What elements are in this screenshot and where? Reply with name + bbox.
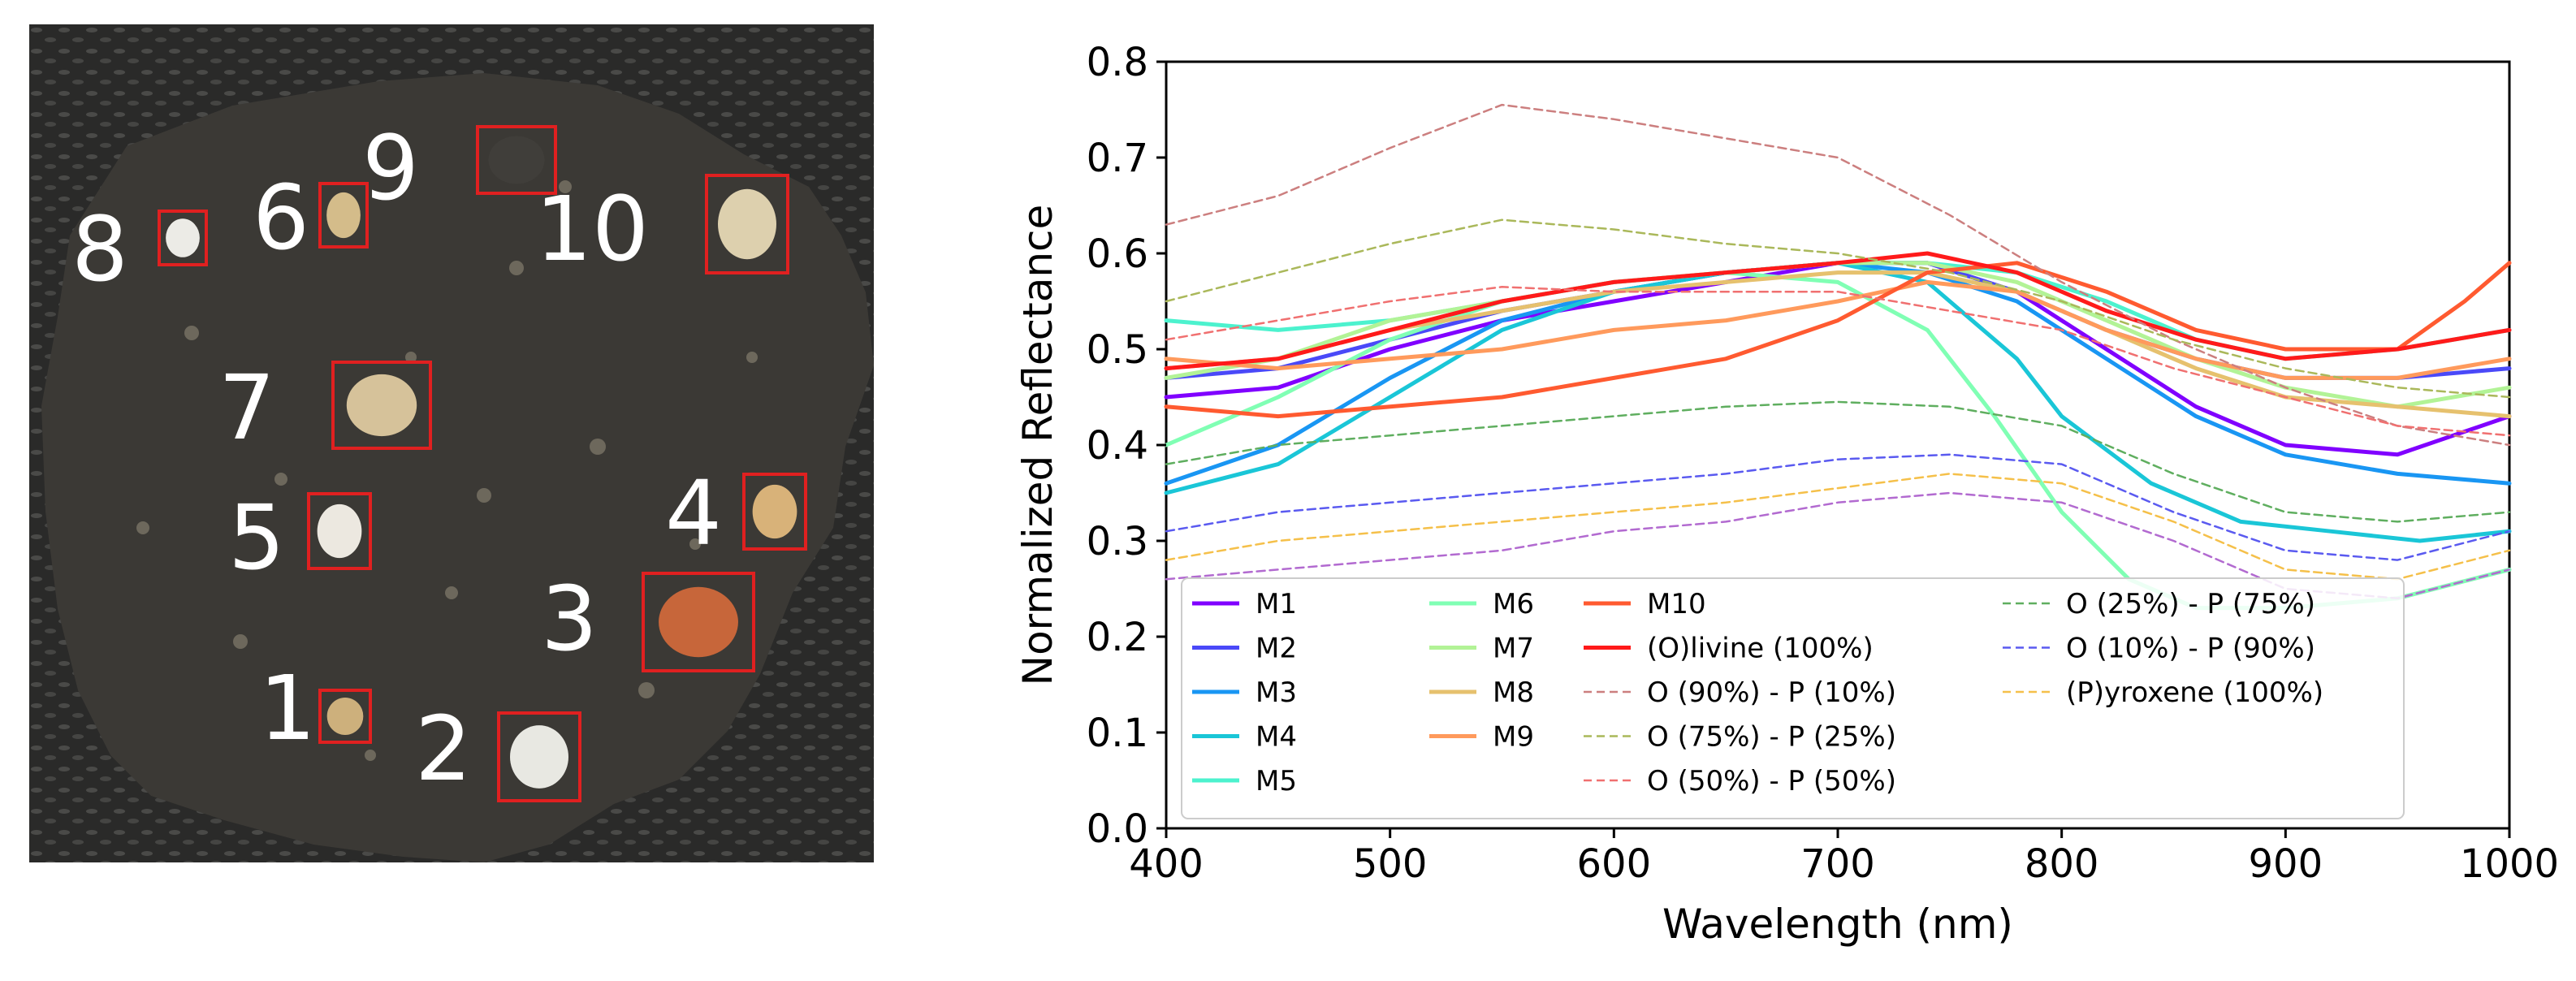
legend-label: M8 (1493, 676, 1534, 709)
legend-label: O (50%) - P (50%) (1647, 765, 1896, 797)
region-label: 7 (218, 356, 275, 460)
y-axis-label: Normalized Reflectance (1014, 205, 1061, 686)
series-line (1165, 473, 2511, 581)
legend-label: O (90%) - P (10%) (1647, 676, 1896, 709)
region-box (318, 182, 369, 248)
region-label: 4 (665, 461, 722, 565)
region-markers: 1 234 5 6 78 9 10 (71, 116, 807, 802)
region-label: 2 (415, 697, 472, 801)
mineral-grain (510, 725, 568, 789)
y-tick-label: 0.8 (1087, 40, 1148, 85)
x-tick-label: 700 (1800, 841, 1875, 887)
legend-label: (P)yroxene (100%) (2066, 676, 2323, 709)
legend-label: M10 (1647, 588, 1706, 620)
region-label: 10 (535, 177, 649, 281)
y-tick-label: 0.4 (1087, 423, 1148, 469)
sample-photo: 1 234 5 6 78 9 10 (29, 24, 874, 862)
legend-label: M1 (1256, 588, 1297, 620)
region-box (307, 492, 372, 570)
legend-label: M9 (1493, 721, 1534, 754)
y-tick-label: 0.6 (1087, 231, 1148, 277)
x-tick-label: 1000 (2460, 841, 2559, 887)
region-box (476, 125, 557, 195)
series-line (1165, 286, 2511, 437)
series-line (1165, 491, 2511, 600)
region-box (331, 361, 432, 450)
series-line (1164, 261, 2512, 409)
y-tick-label: 0.7 (1087, 136, 1148, 181)
y-axis: 0.0 0.1 0.2 0.3 0.4 0.5 0.6 0.7 0.8 (1087, 40, 1166, 852)
rock-speckles (136, 180, 758, 761)
mineral-grain (718, 188, 776, 260)
region-label: 1 (259, 656, 316, 760)
region-box (158, 210, 208, 266)
x-tick-label: 400 (1129, 841, 1204, 887)
legend-label: M4 (1256, 721, 1297, 754)
region-box (642, 572, 755, 672)
mineral-grain (166, 218, 200, 257)
mineral-grain (346, 374, 417, 437)
legend-label: M5 (1256, 765, 1297, 797)
region-label: 3 (541, 567, 598, 671)
legend-label: M7 (1493, 633, 1534, 665)
y-tick-label: 0.3 (1087, 519, 1148, 564)
series-line (1165, 400, 2511, 523)
x-axis: 400 500 600 700 800 900 1000 (1129, 828, 2559, 887)
region-label: 6 (253, 166, 309, 270)
mineral-grain (317, 503, 362, 559)
legend-label: (O)livine (100%) (1647, 633, 1874, 665)
series-line (1165, 218, 2511, 399)
series-line (1164, 261, 2512, 419)
rock-sample (41, 73, 874, 862)
legend: M1 M2 M3 M4 M5 M6 M7 M8 M9 M10 (O)livine (100%) O (… (1181, 577, 2405, 819)
y-tick-label: 0.2 (1087, 615, 1148, 660)
region-label: 5 (228, 486, 285, 590)
region-label: 8 (71, 197, 128, 301)
series-lines (1164, 103, 2512, 611)
mineral-grain (326, 192, 361, 239)
y-tick-label: 0.0 (1087, 806, 1148, 852)
region-box (742, 473, 807, 551)
region-box (497, 711, 581, 802)
mineral-grain (659, 586, 738, 658)
series-line (1164, 261, 2512, 486)
legend-label: O (75%) - P (25%) (1647, 721, 1896, 754)
mineral-grain (488, 136, 545, 184)
legend-label: M3 (1256, 676, 1297, 709)
y-tick-label: 0.5 (1087, 327, 1148, 373)
series-line (1165, 103, 2511, 447)
legend-label: O (10%) - P (90%) (2066, 633, 2315, 665)
legend-label: O (25%) - P (75%) (2066, 588, 2315, 620)
mineral-grain (326, 697, 364, 736)
legend-frame (1181, 577, 2405, 819)
series-line (1164, 279, 2512, 380)
x-tick-label: 600 (1577, 841, 1652, 887)
y-tick-label: 0.1 (1087, 711, 1148, 756)
x-tick-label: 900 (2249, 841, 2323, 887)
mineral-grain (752, 484, 797, 539)
region-box (705, 174, 789, 274)
legend-label: M6 (1493, 588, 1534, 620)
series-line (1165, 453, 2511, 561)
region-label: 9 (362, 116, 419, 220)
x-tick-label: 500 (1353, 841, 1428, 887)
series-line (1164, 251, 2512, 371)
x-axis-label: Wavelength (nm) (1662, 901, 2013, 948)
legend-label: M2 (1256, 633, 1297, 665)
x-tick-label: 800 (2025, 841, 2099, 887)
region-box (318, 689, 372, 744)
